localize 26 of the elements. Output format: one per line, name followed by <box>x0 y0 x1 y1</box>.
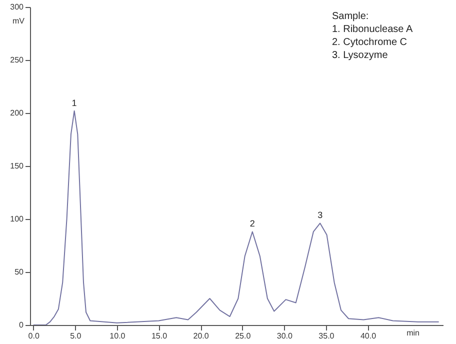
y-tick-label: 200 <box>10 108 24 118</box>
x-tick-label: 15.0 <box>151 332 168 340</box>
x-tick-label: 40.0 <box>360 332 377 340</box>
annotation: 1 <box>72 98 77 108</box>
x-tick-label: 10.0 <box>110 332 126 340</box>
line-series <box>32 110 440 325</box>
annotation: 3. Lysozyme <box>332 50 388 61</box>
y-tick-label: 100 <box>10 214 24 224</box>
annotation: 3 <box>318 210 323 220</box>
x-tick-label: 35.0 <box>318 332 335 340</box>
y-tick-label: 300 <box>10 2 24 12</box>
x-tick-label: 20.0 <box>193 332 210 340</box>
y-axis-title: mV <box>12 16 26 26</box>
x-tick-label: 5.0 <box>70 332 82 340</box>
annotation: 2. Cytochrome C <box>332 37 408 48</box>
annotation: 2 <box>250 218 255 229</box>
y-tick-label: 150 <box>10 162 24 170</box>
x-tick-label: 30.0 <box>276 332 293 340</box>
annotation: Sample: <box>332 11 369 22</box>
x-axis-title: min <box>406 328 420 338</box>
annotation: 1. Ribonuclease A <box>332 24 413 35</box>
y-tick-label: 250 <box>10 56 24 64</box>
y-tick-label: 50 <box>14 268 24 276</box>
x-tick-label: 0.0 <box>28 332 40 340</box>
x-tick-label: 25.0 <box>235 332 252 340</box>
y-tick-label: 0 <box>19 320 24 330</box>
